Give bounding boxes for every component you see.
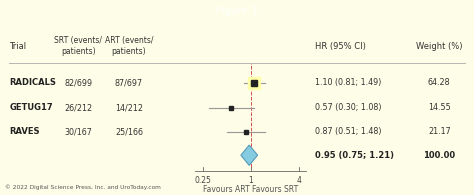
Text: RAVES: RAVES [9,127,40,136]
Text: ART (events/
patients): ART (events/ patients) [105,36,153,56]
Text: SRT (events/
patients): SRT (events/ patients) [55,36,102,56]
Text: 14/212: 14/212 [115,103,143,112]
Text: Trial: Trial [9,42,27,51]
Text: 100.00: 100.00 [423,151,456,160]
Text: Figure 1: Figure 1 [216,6,258,16]
Text: © 2022 Digital Science Press, Inc. and UroToday.com: © 2022 Digital Science Press, Inc. and U… [5,184,161,190]
Text: HR (95% CI): HR (95% CI) [315,42,366,51]
Text: 21.17: 21.17 [428,127,451,136]
Text: 0.95 (0.75; 1.21): 0.95 (0.75; 1.21) [315,151,394,160]
Text: 64.28: 64.28 [428,78,451,87]
Text: 87/697: 87/697 [115,78,143,87]
Polygon shape [241,145,258,165]
Text: 82/699: 82/699 [64,78,92,87]
Text: 1.10 (0.81; 1.49): 1.10 (0.81; 1.49) [315,78,382,87]
Text: GETUG17: GETUG17 [9,103,53,112]
Text: 14.55: 14.55 [428,103,451,112]
Text: 30/167: 30/167 [64,127,92,136]
Text: 25/166: 25/166 [115,127,143,136]
Text: 4: 4 [297,176,302,185]
Text: Favours ART: Favours ART [203,185,250,194]
Text: 1: 1 [248,176,253,185]
Text: 0.25: 0.25 [194,176,211,185]
Text: Weight (%): Weight (%) [416,42,463,51]
Text: 0.57 (0.30; 1.08): 0.57 (0.30; 1.08) [315,103,382,112]
Text: Favours SRT: Favours SRT [252,185,298,194]
Text: RADICALS: RADICALS [9,78,56,87]
Text: 26/212: 26/212 [64,103,92,112]
Text: 0.87 (0.51; 1.48): 0.87 (0.51; 1.48) [315,127,382,136]
